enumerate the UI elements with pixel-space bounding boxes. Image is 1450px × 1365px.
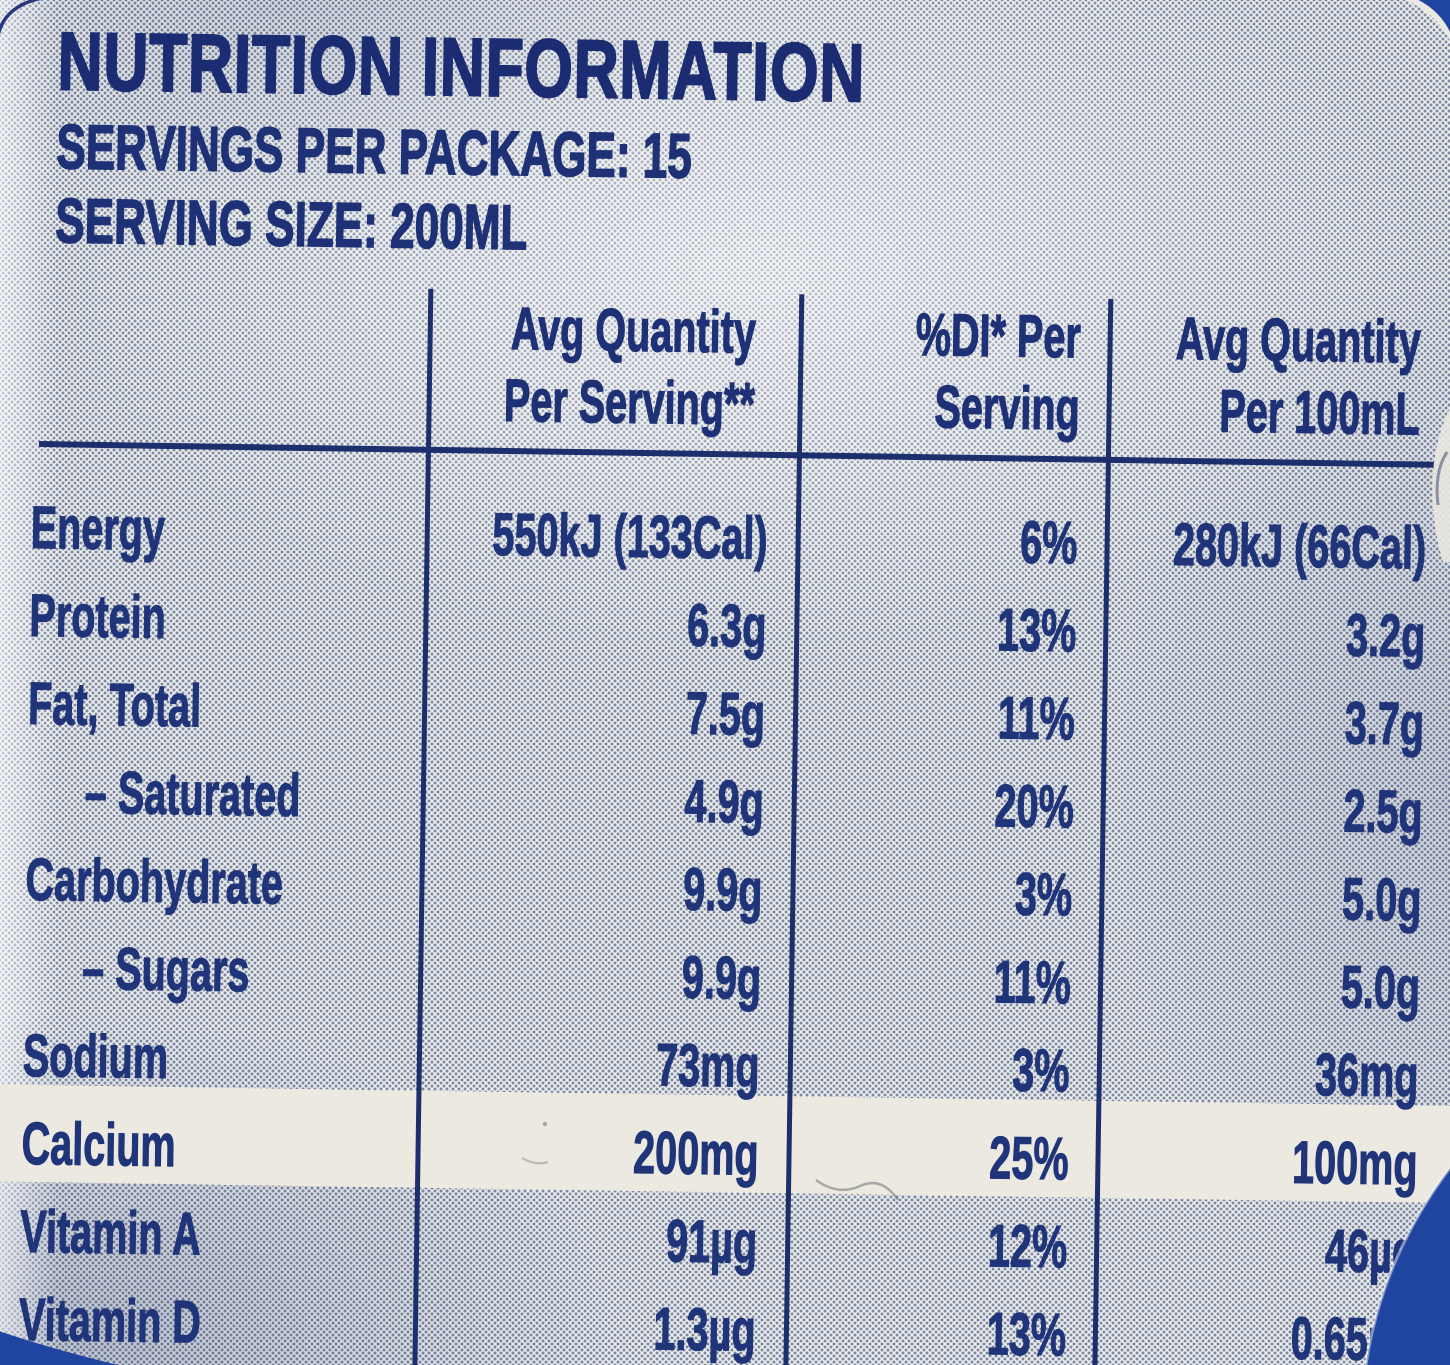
per-serving-value: 1.3µg [653, 1295, 757, 1364]
servings-per-package-line: SERVINGS PER PACKAGE: 15 [55, 112, 693, 193]
column-header-line: %DI* Per [915, 300, 1082, 371]
per-100ml-value: 100mg [1291, 1128, 1418, 1198]
di-value: 13% [986, 1300, 1067, 1365]
per-serving-value: 200mg [632, 1118, 760, 1188]
column-header-per-serving: Avg Quantity Per Serving** [503, 293, 757, 441]
serving-size-line: SERVING SIZE: 200ML [54, 186, 528, 264]
di-value: 11% [997, 684, 1076, 753]
per-100ml-value: 36mg [1314, 1041, 1420, 1111]
di-value: 3% [1014, 860, 1073, 929]
nutrient-label: Energy [30, 493, 166, 563]
per-serving-value: 9.9g [681, 943, 762, 1012]
nutrient-label: – Saturated [84, 758, 302, 829]
column-header-line: Serving [933, 373, 1081, 443]
per-100ml-value: 46µg [1324, 1217, 1417, 1286]
nutrient-table-rows: Energy 550kJ (133Cal) 6% 280kJ (66Cal) P… [0, 483, 1443, 1365]
per-100ml-value: 0.65µg [1290, 1304, 1416, 1365]
per-serving-value: 6.3g [686, 591, 767, 660]
di-value: 3% [1012, 1036, 1071, 1105]
column-header-line: Avg Quantity [510, 294, 757, 366]
per-100ml-value: 5.0g [1341, 865, 1422, 934]
di-value: 11% [993, 948, 1072, 1017]
di-value: 25% [988, 1124, 1070, 1193]
per-serving-value: 73mg [655, 1031, 761, 1101]
per-100ml-value: 280kJ (66Cal) [1172, 510, 1428, 582]
column-header-per-100ml: Avg Quantity Per 100mL [1174, 303, 1422, 451]
di-value: 20% [993, 772, 1075, 841]
per-serving-value: 9.9g [682, 855, 763, 924]
per-100ml-value: 3.2g [1345, 601, 1426, 670]
nutrient-label: Fat, Total [27, 669, 202, 740]
column-header-di-per-serving: %DI* Per Serving [914, 299, 1082, 445]
di-value: 12% [987, 1212, 1068, 1281]
column-header-line: Avg Quantity [1175, 304, 1422, 376]
per-100ml-value: 2.5g [1342, 777, 1424, 846]
column-header-line: Per 100mL [1218, 377, 1421, 448]
nutrient-label: Calcium [21, 1109, 177, 1180]
per-100ml-value: 3.7g [1344, 689, 1425, 758]
per-serving-value: 550kJ (133Cal) [492, 500, 769, 572]
per-serving-value: 7.5g [685, 679, 766, 748]
per-serving-value: 91µg [665, 1207, 758, 1276]
nutrient-label: – Sugars [81, 934, 250, 1005]
nutrient-label: Vitamin D [18, 1285, 202, 1356]
nutrient-label: Protein [28, 581, 167, 651]
column-header-line: Per Serving** [503, 366, 756, 438]
nutrient-label: Carbohydrate [25, 845, 284, 917]
nutrition-title: NUTRITION INFORMATION [56, 15, 867, 120]
per-100ml-value: 5.0g [1340, 953, 1421, 1022]
nutrient-label: Vitamin A [19, 1197, 202, 1268]
per-serving-value: 4.9g [684, 767, 765, 836]
di-value: 13% [996, 596, 1077, 665]
nutrient-label: Sodium [22, 1021, 169, 1092]
di-value: 6% [1019, 508, 1079, 577]
